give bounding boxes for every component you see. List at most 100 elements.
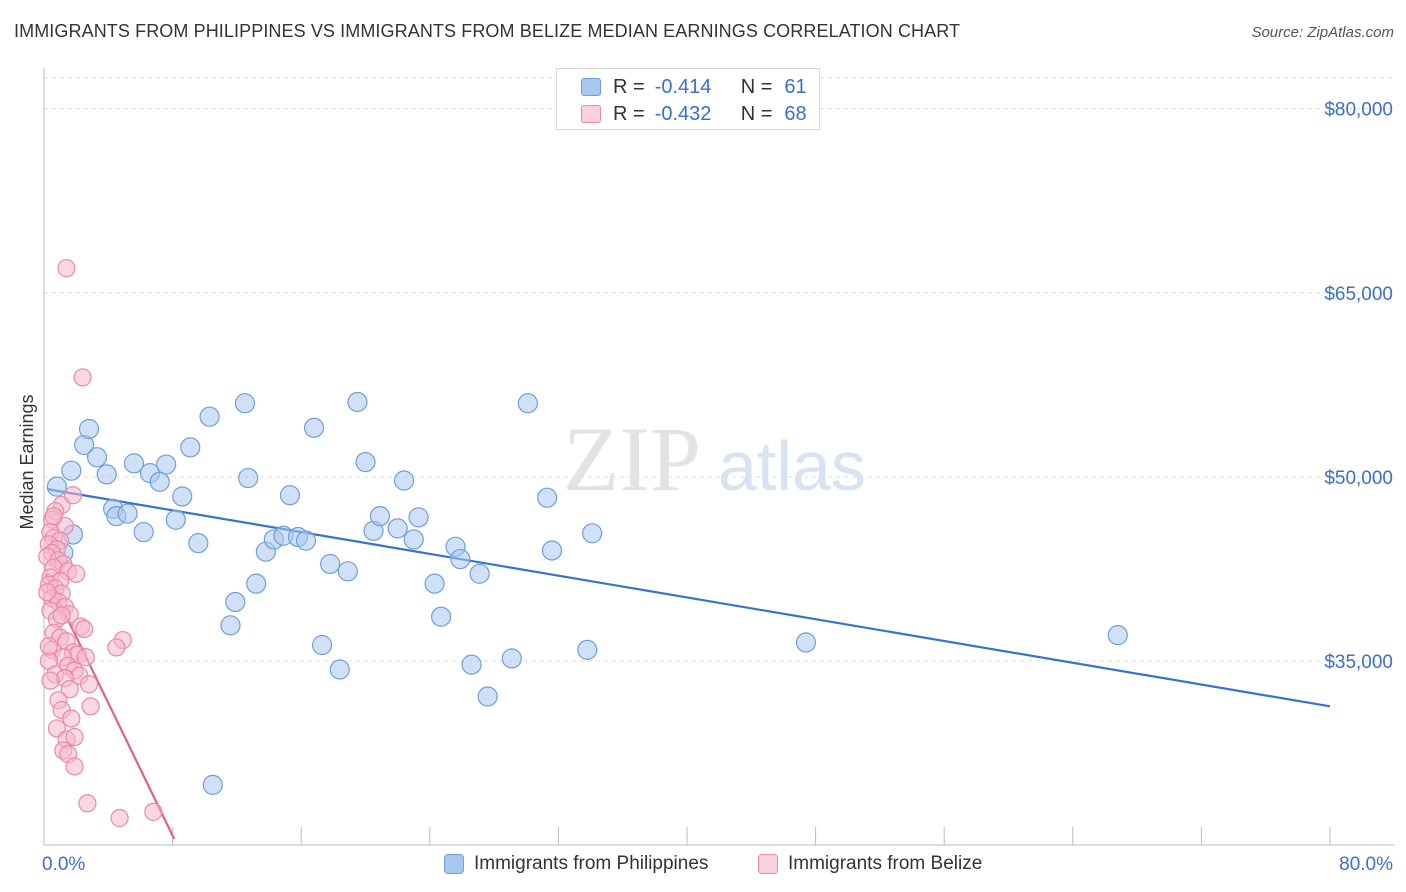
point-belize bbox=[79, 675, 99, 694]
point-philippines bbox=[795, 632, 817, 653]
series-legend-belize: Immigrants from Belize bbox=[758, 851, 982, 877]
point-philippines bbox=[320, 553, 341, 575]
point-philippines bbox=[430, 606, 452, 627]
point-philippines bbox=[238, 467, 259, 489]
point-philippines bbox=[172, 486, 193, 507]
point-belize bbox=[60, 680, 79, 699]
point-philippines bbox=[541, 540, 563, 561]
point-belize bbox=[57, 259, 76, 278]
x-tick-label: 0.0% bbox=[42, 854, 85, 875]
point-philippines bbox=[582, 523, 603, 544]
axis-layer: $35,000 $50,000 $65,000 $80,000 0.0% 80.0% bbox=[42, 68, 1394, 875]
point-belize bbox=[144, 802, 163, 821]
point-philippines bbox=[295, 530, 317, 551]
point-belize bbox=[41, 671, 60, 690]
legend-swatch-blue bbox=[581, 78, 601, 96]
point-philippines bbox=[61, 460, 82, 481]
watermark-zip: ZIP bbox=[563, 408, 701, 510]
legend-n-value: 61 bbox=[784, 75, 807, 98]
x-tick-label: 80.0% bbox=[1339, 854, 1393, 875]
point-philippines bbox=[279, 485, 301, 506]
point-belize bbox=[67, 564, 86, 583]
point-philippines bbox=[501, 648, 522, 669]
y-tick-label: $80,000 bbox=[1324, 100, 1393, 121]
y-axis-label: Median Earnings bbox=[17, 394, 37, 529]
watermark: ZIP atlas bbox=[563, 408, 866, 510]
point-philippines bbox=[403, 529, 424, 550]
point-belize bbox=[81, 697, 100, 716]
y-tick-label: $65,000 bbox=[1324, 284, 1393, 305]
point-philippines bbox=[450, 548, 471, 570]
point-philippines bbox=[220, 615, 241, 636]
point-belize bbox=[52, 606, 71, 625]
point-belize bbox=[63, 486, 83, 505]
point-philippines bbox=[123, 453, 145, 474]
point-belize bbox=[38, 583, 57, 602]
point-belize bbox=[75, 619, 94, 639]
point-belize bbox=[65, 727, 84, 747]
point-philippines bbox=[577, 639, 598, 660]
point-philippines bbox=[202, 774, 223, 795]
series-label-philippines: Immigrants from Philippines bbox=[474, 853, 709, 874]
point-philippines bbox=[149, 471, 170, 492]
point-philippines bbox=[477, 686, 498, 707]
trendline-philippines bbox=[47, 488, 1331, 708]
point-philippines bbox=[225, 591, 246, 613]
point-philippines bbox=[329, 659, 350, 680]
point-philippines bbox=[133, 521, 154, 543]
series-swatch-pink bbox=[758, 854, 778, 874]
point-belize bbox=[39, 637, 58, 656]
point-philippines bbox=[469, 563, 490, 584]
point-philippines bbox=[234, 393, 256, 414]
grid-layer bbox=[44, 77, 1394, 662]
point-belize bbox=[76, 648, 95, 667]
correlation-legend: R = -0.414 N = 61 R = -0.432 N = 68 bbox=[556, 68, 820, 130]
point-philippines bbox=[355, 452, 376, 473]
series-label-belize: Immigrants from Belize bbox=[788, 853, 983, 874]
point-philippines bbox=[461, 654, 482, 675]
point-philippines bbox=[78, 418, 100, 440]
chart-title: IMMIGRANTS FROM PHILIPPINES VS IMMIGRANT… bbox=[14, 21, 961, 41]
point-philippines bbox=[537, 487, 558, 508]
legend-row-philippines: R = -0.414 N = 61 bbox=[581, 75, 807, 99]
point-philippines bbox=[46, 476, 67, 497]
point-philippines bbox=[424, 573, 445, 594]
legend-r-value: -0.414 bbox=[654, 75, 712, 98]
point-philippines bbox=[393, 470, 415, 491]
point-philippines bbox=[337, 561, 358, 582]
legend-n-label: N = bbox=[740, 102, 773, 125]
point-philippines bbox=[517, 393, 538, 414]
point-philippines bbox=[387, 518, 408, 539]
y-tick-label: $35,000 bbox=[1324, 652, 1393, 673]
legend-n-label: N = bbox=[740, 75, 773, 98]
point-belize bbox=[107, 638, 126, 657]
legend-row-belize: R = -0.432 N = 68 bbox=[581, 102, 807, 126]
series-legend-philippines: Immigrants from Philippines bbox=[444, 851, 708, 877]
source-label: Source: ZipAtlas.com bbox=[1251, 24, 1394, 41]
series-swatch-blue bbox=[444, 854, 464, 874]
point-philippines bbox=[246, 573, 267, 594]
point-philippines bbox=[347, 391, 368, 413]
point-philippines bbox=[369, 506, 391, 527]
point-belize bbox=[62, 709, 81, 728]
point-philippines bbox=[156, 454, 177, 475]
trend-layer bbox=[44, 488, 1331, 840]
point-philippines bbox=[86, 447, 108, 468]
points-layer bbox=[38, 259, 1128, 828]
legend-r-label: R = bbox=[613, 102, 645, 125]
legend-r-value: -0.432 bbox=[654, 102, 712, 125]
legend-r-label: R = bbox=[613, 75, 645, 98]
point-belize bbox=[65, 757, 84, 776]
legend-swatch-pink bbox=[581, 105, 601, 123]
point-philippines bbox=[199, 406, 220, 427]
point-belize bbox=[78, 794, 97, 813]
point-philippines bbox=[96, 464, 117, 485]
point-belize bbox=[44, 507, 63, 526]
watermark-atlas: atlas bbox=[718, 427, 866, 505]
point-belize bbox=[110, 808, 129, 828]
point-philippines bbox=[180, 437, 201, 458]
point-philippines bbox=[117, 503, 138, 524]
legend-n-value: 68 bbox=[784, 102, 807, 125]
point-philippines bbox=[408, 507, 429, 528]
